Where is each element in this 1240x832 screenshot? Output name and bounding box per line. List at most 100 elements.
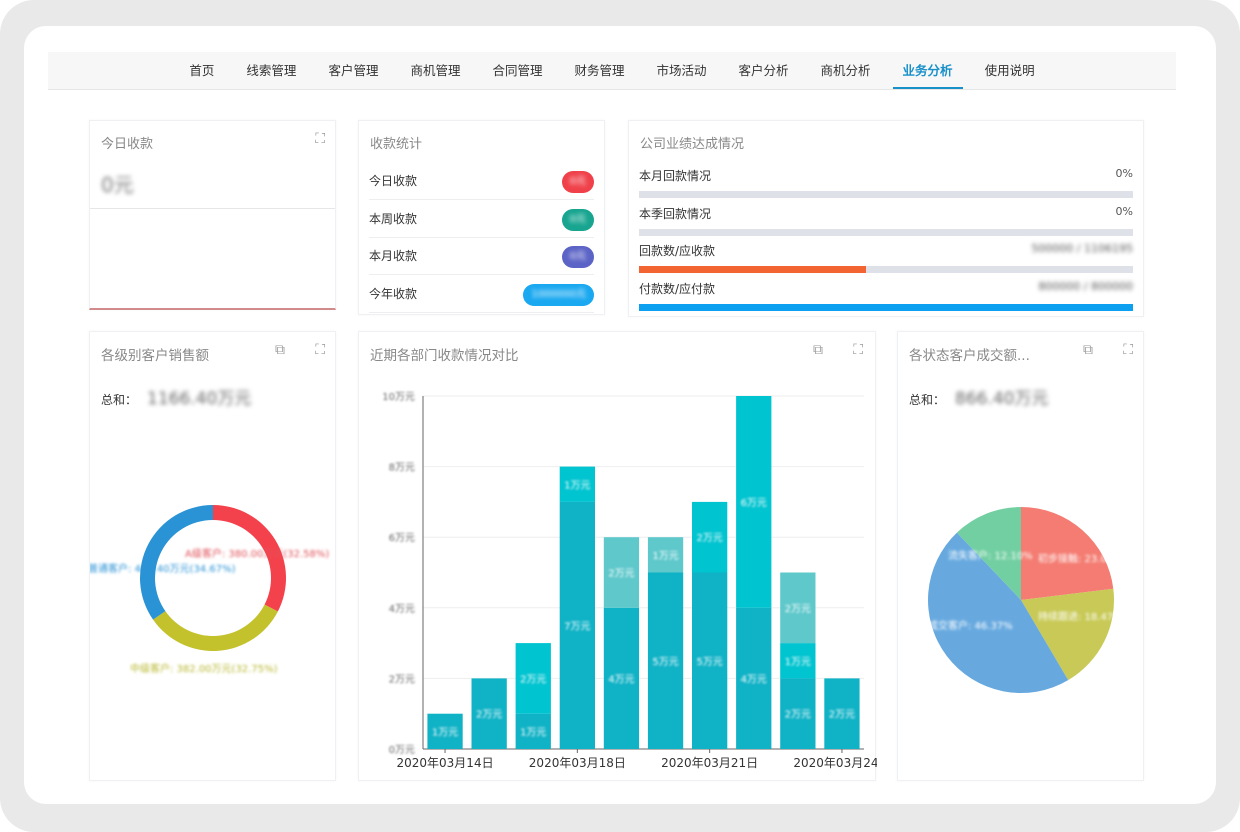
perf-label: 回款数/应收款 — [639, 244, 716, 258]
bar-segment[interactable] — [515, 643, 551, 714]
bar-segment[interactable] — [603, 537, 640, 608]
card-title: 各状态客户成交额... — [909, 348, 1030, 364]
bar-segment[interactable] — [515, 713, 551, 749]
y-tick-label: 10万元 — [382, 392, 415, 403]
bar-value-label: 4万元 — [741, 674, 767, 685]
nav-item[interactable]: 客户分析 — [738, 63, 789, 78]
bar-segment[interactable] — [647, 572, 684, 750]
bar-value-label: 5万元 — [652, 657, 678, 668]
card-title: 收款统计 — [370, 137, 423, 152]
stat-value: 1000000元 — [531, 288, 586, 300]
fullscreen-icon[interactable]: ⛶ — [853, 342, 863, 358]
x-tick-label: 2020年03月14日 — [397, 756, 494, 770]
nav-item[interactable]: 首页 — [189, 63, 215, 78]
x-tick-label: 2020年03月18日 — [529, 756, 626, 770]
pie-slice[interactable] — [956, 507, 1021, 600]
stat-label: 今日收款 — [369, 174, 418, 188]
progress-bar — [639, 228, 1133, 236]
perf-value: 500000 / 1106195 — [1031, 242, 1133, 255]
stat-row: 今日收款 0元 — [369, 163, 594, 200]
nav-item[interactable]: 线索管理 — [246, 63, 297, 78]
perf-row: 付款数/应付款 800000 / 800000 — [639, 280, 1133, 300]
nav-item[interactable]: 商机分析 — [820, 63, 871, 78]
pie-slice[interactable] — [140, 505, 213, 620]
bar-segment[interactable] — [824, 678, 860, 749]
export-icon[interactable]: ⧉ — [1083, 342, 1093, 358]
bar-segment[interactable] — [736, 396, 772, 608]
y-tick-label: 6万元 — [389, 533, 415, 544]
nav-item[interactable]: 合同管理 — [492, 63, 543, 78]
card-title: 公司业绩达成情况 — [640, 137, 745, 152]
stat-value: 0元 — [569, 213, 586, 225]
bar-segment[interactable] — [559, 466, 595, 502]
y-tick-label: 0万元 — [389, 745, 415, 756]
bar-segment[interactable] — [736, 607, 772, 749]
slice-label: 中级客户: 382.00万元(32.75%) — [130, 662, 278, 675]
bar-value-label: 2万元 — [608, 569, 634, 580]
perf-label: 本月回款情况 — [639, 169, 712, 183]
bar-value-label: 1万元 — [785, 657, 811, 668]
pie-slice[interactable] — [1021, 588, 1114, 681]
bar-segment[interactable] — [559, 501, 595, 749]
bar-value-label: 1万元 — [652, 551, 678, 562]
perf-label: 本季回款情况 — [639, 206, 712, 221]
bar-segment[interactable] — [692, 501, 728, 573]
y-tick-label: 2万元 — [389, 674, 415, 685]
slice-label: A级客户: 380.00万元(32.58%) — [185, 547, 329, 560]
top-nav: 首页 线索管理 客户管理 商机管理 合同管理 财务管理 市场活动 客户分析 商机分析 业务分析 使用… — [48, 52, 1176, 90]
slice-label: 流失客户: 12.10% — [948, 549, 1033, 562]
pie-slice[interactable] — [153, 604, 278, 651]
perf-row: 本季回款情况 0% — [639, 205, 1133, 225]
export-icon[interactable]: ⧉ — [813, 342, 823, 358]
perf-label: 付款数/应付款 — [639, 281, 716, 296]
bar-segment[interactable] — [780, 572, 816, 644]
level-donut-chart: A级客户: 380.00万元(32.58%) 中级客户: 382.00万元(32.… — [90, 505, 329, 675]
progress-bar — [639, 303, 1133, 311]
bar-segment[interactable] — [647, 537, 684, 573]
bar-segment[interactable] — [427, 713, 463, 749]
fullscreen-icon[interactable]: ⛶ — [315, 342, 325, 358]
stat-label: 本周收款 — [369, 211, 418, 226]
nav-item[interactable]: 财务管理 — [574, 63, 625, 78]
bar-value-label: 2万元 — [476, 710, 502, 721]
y-tick-label: 8万元 — [389, 463, 415, 474]
bar-segment[interactable] — [603, 607, 640, 749]
stat-badge: 1000000元 — [523, 283, 594, 306]
stat-label: 今年收款 — [369, 286, 418, 301]
nav-item[interactable]: 客户管理 — [328, 63, 379, 78]
fullscreen-icon[interactable]: ⛶ — [1123, 342, 1133, 358]
bar-segment[interactable] — [780, 678, 816, 749]
perf-value: 0% — [1115, 167, 1133, 180]
stat-value: 0元 — [569, 176, 586, 187]
nav-item[interactable]: 商机管理 — [410, 63, 461, 78]
bar-segment[interactable] — [471, 678, 507, 749]
nav-item[interactable]: 市场活动 — [656, 63, 707, 78]
fullscreen-icon[interactable]: ⛶ — [315, 131, 325, 147]
status-deal-card: 各状态客户成交额... ⧉ ⛶ 总和： 866.40万元 初步接触: 23.06%… — [897, 331, 1144, 781]
performance-card: 公司业绩达成情况 本月回款情况 0% 本季回款情况 0% 回款数/应收款 500000 /… — [628, 120, 1144, 317]
progress-fill — [639, 303, 1133, 311]
pie-slice[interactable] — [213, 505, 286, 612]
nav-item[interactable]: 业务分析 — [887, 52, 969, 89]
export-icon[interactable]: ⧉ — [275, 342, 285, 358]
bar-value-label: 1万元 — [432, 727, 458, 738]
stat-row: 本周收款 0元 — [369, 201, 594, 238]
pie-slice[interactable] — [1021, 507, 1114, 600]
slice-label: 初步接触: 23.06% — [1038, 552, 1123, 565]
bar-segment[interactable] — [780, 643, 816, 679]
stat-row: 今年收款 1000000元 — [369, 276, 594, 313]
stat-badge: 0元 — [561, 171, 594, 193]
slice-label: 成交客户: 46.37% — [928, 619, 1013, 632]
perf-row: 回款数/应收款 500000 / 1106195 — [639, 242, 1133, 262]
pie-slice[interactable] — [927, 532, 1069, 693]
progress-bar — [639, 191, 1133, 198]
nav-item[interactable]: 使用说明 — [984, 63, 1035, 78]
bar-value-label: 7万元 — [564, 621, 590, 632]
bar-segment[interactable] — [692, 572, 728, 750]
status-pie-chart: 初步接触: 23.06% 持续跟进: 18.47% 成交客户: 46.37% 流失客户… — [927, 507, 1123, 693]
x-tick-label: 2020年03月21日 — [661, 756, 758, 770]
dept-compare-card: 近期各部门收款情况对比 ⧉ ⛶ 0万元 2万元 4万元 6万元 8万元 10万元 1万元 20… — [358, 331, 877, 781]
bar-value-label: 1万元 — [520, 727, 546, 738]
bar-value-label: 1万元 — [564, 480, 590, 491]
dept-bar-chart: 0万元 2万元 4万元 6万元 8万元 10万元 1万元 2020年03月14日 2万元 1万元 2… — [382, 392, 877, 770]
